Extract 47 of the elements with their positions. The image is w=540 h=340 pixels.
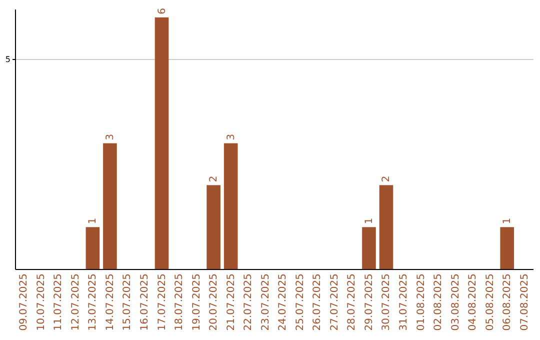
x-tick-label: 11.07.2025 xyxy=(53,274,64,331)
x-tick-label: 04.08.2025 xyxy=(468,274,479,331)
bar xyxy=(379,185,394,269)
x-tick-label: 29.07.2025 xyxy=(364,274,375,331)
x-tick-label: 13.07.2025 xyxy=(88,274,99,331)
data-label: 1 xyxy=(364,218,375,224)
x-tick-label: 31.07.2025 xyxy=(398,274,410,331)
x-tick-label: 17.07.2025 xyxy=(156,274,168,331)
x-tick-label: 23.07.2025 xyxy=(260,274,272,331)
bar xyxy=(224,143,238,269)
x-tick-label: 20.07.2025 xyxy=(208,274,220,331)
x-tick-label: 14.07.2025 xyxy=(104,274,116,331)
x-tick-label: 07.08.2025 xyxy=(519,274,530,331)
x-tick-label: 30.07.2025 xyxy=(381,274,392,331)
x-tick-label: 18.07.2025 xyxy=(174,274,186,331)
x-tick-label: 09.07.2025 xyxy=(18,274,30,331)
bar xyxy=(362,227,376,269)
x-tick-label: 28.07.2025 xyxy=(346,274,358,331)
x-tick-label: 02.08.2025 xyxy=(433,274,444,331)
bar xyxy=(500,227,514,269)
data-label: 6 xyxy=(156,8,168,14)
bar xyxy=(154,17,169,269)
data-label: 3 xyxy=(104,134,116,140)
x-tick-label: 25.07.2025 xyxy=(294,274,306,331)
data-label: 1 xyxy=(88,218,99,224)
data-label: 2 xyxy=(208,176,220,182)
x-tick-label: 19.07.2025 xyxy=(191,274,202,331)
x-tick-label: 01.08.2025 xyxy=(416,274,427,331)
y-tick-label: 5 xyxy=(5,54,10,64)
x-tick-label: 22.07.2025 xyxy=(243,274,254,331)
data-label: 1 xyxy=(502,218,514,224)
bar xyxy=(86,227,100,269)
x-tick-label: 21.07.2025 xyxy=(226,274,237,331)
data-label: 3 xyxy=(226,134,237,140)
x-tick-label: 12.07.2025 xyxy=(70,274,82,331)
x-tick-label: 16.07.2025 xyxy=(140,274,150,331)
x-tick-label: 27.07.2025 xyxy=(329,274,340,331)
x-tick-label: 24.07.2025 xyxy=(278,274,289,331)
bar xyxy=(206,185,220,269)
x-tick-label: 15.07.2025 xyxy=(122,274,134,331)
x-tick-label: 06.08.2025 xyxy=(502,274,514,331)
x-tick-label: 26.07.2025 xyxy=(312,274,324,331)
data-label: 2 xyxy=(381,176,392,182)
x-tick-label: 05.08.2025 xyxy=(484,274,496,331)
x-tick-label: 03.08.2025 xyxy=(450,274,462,331)
bar xyxy=(103,143,117,269)
x-tick-label: 10.07.2025 xyxy=(36,274,47,331)
